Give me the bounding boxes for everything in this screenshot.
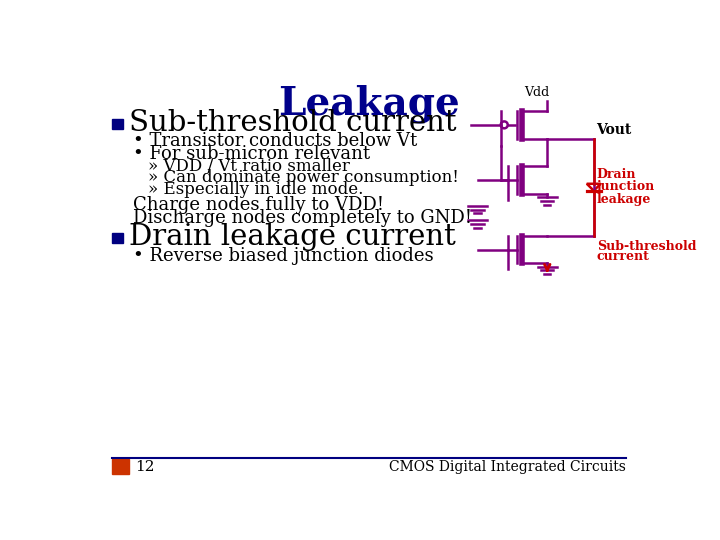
FancyBboxPatch shape	[112, 459, 129, 475]
Text: Vout: Vout	[596, 123, 631, 137]
Text: » Especially in idle mode.: » Especially in idle mode.	[148, 181, 364, 198]
Text: » VDD / Vt ratio smaller: » VDD / Vt ratio smaller	[148, 158, 350, 175]
Text: • For sub-micron relevant: • For sub-micron relevant	[132, 145, 370, 163]
Text: Vdd: Vdd	[524, 86, 549, 99]
Text: 12: 12	[135, 460, 155, 474]
FancyBboxPatch shape	[112, 119, 122, 130]
FancyBboxPatch shape	[112, 233, 122, 244]
Text: Charge nodes fully to VDD!: Charge nodes fully to VDD!	[132, 196, 384, 214]
Text: leakage: leakage	[597, 193, 651, 206]
Text: • Transistor conducts below Vt: • Transistor conducts below Vt	[132, 132, 417, 150]
Text: • Reverse biased junction diodes: • Reverse biased junction diodes	[132, 247, 433, 265]
Text: Sub-threshold: Sub-threshold	[597, 240, 696, 253]
Text: Drain: Drain	[597, 168, 636, 181]
Text: CMOS Digital Integrated Circuits: CMOS Digital Integrated Circuits	[390, 460, 626, 474]
Text: Leakage: Leakage	[278, 84, 460, 123]
Text: Sub-threshold current: Sub-threshold current	[129, 109, 456, 137]
Text: junction: junction	[597, 180, 655, 193]
Text: current: current	[597, 249, 649, 262]
Text: Discharge nodes completely to GND!: Discharge nodes completely to GND!	[132, 209, 472, 227]
Text: » Can dominate power consumption!: » Can dominate power consumption!	[148, 170, 459, 186]
Text: Drain leakage current: Drain leakage current	[129, 223, 456, 251]
